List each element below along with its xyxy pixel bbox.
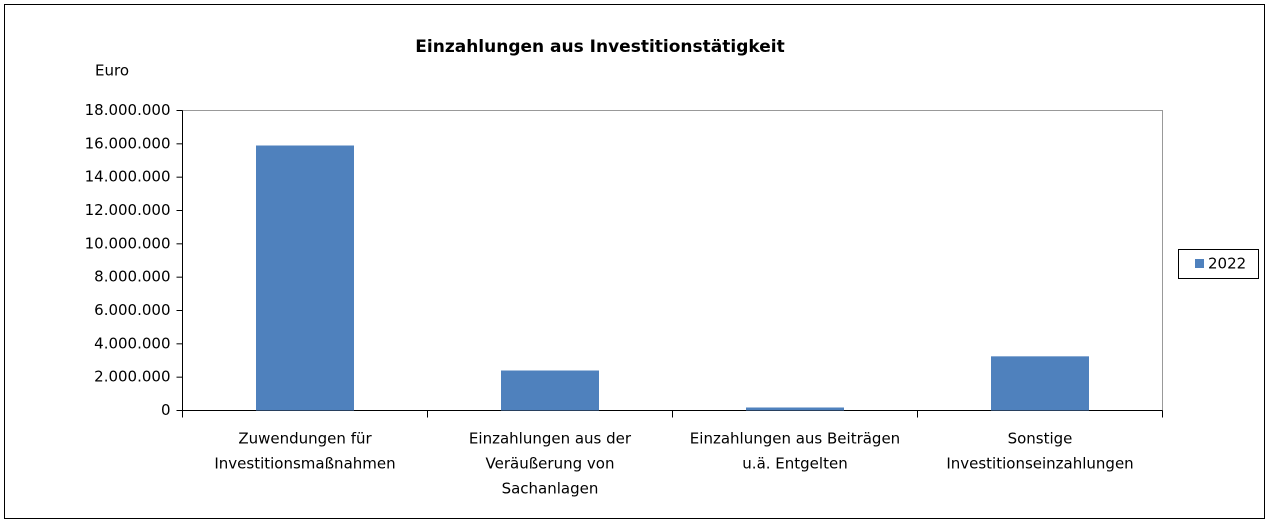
legend-swatch xyxy=(1195,259,1204,268)
y-tick-label: 16.000.000 xyxy=(85,134,171,152)
bar xyxy=(746,407,844,411)
y-tick-label: 0 xyxy=(161,401,171,419)
y-tick-label: 4.000.000 xyxy=(94,334,170,352)
x-tick-label-line: Zuwendungen für xyxy=(238,429,372,447)
x-tick-label: Einzahlungen aus der Veräußerung von Sacha… xyxy=(469,429,632,497)
bar xyxy=(991,356,1089,411)
y-tick-label: 2.000.000 xyxy=(94,368,170,386)
legend-label: 2022 xyxy=(1208,255,1246,273)
x-tick-label: Sonstige Investitionseinzahlungen xyxy=(946,429,1133,472)
x-tick-label-line: Einzahlungen aus der xyxy=(469,429,632,447)
x-tick-label-line: Sonstige xyxy=(1008,429,1073,447)
y-tick-label: 8.000.000 xyxy=(94,268,170,286)
chart-title: Einzahlungen aus Investitionstätigkeit xyxy=(415,37,784,57)
x-tick-label-line: u.ä. Entgelten xyxy=(742,454,847,472)
x-tick-label-line: Veräußerung von xyxy=(486,454,615,472)
y-tick-label: 10.000.000 xyxy=(85,234,171,252)
y-tick-label: 12.000.000 xyxy=(85,201,171,219)
y-axis-label: Euro xyxy=(95,62,129,80)
x-tick-label-line: Sachanlagen xyxy=(502,479,599,497)
y-tick-label: 18.000.000 xyxy=(85,101,171,119)
bar xyxy=(256,145,354,411)
x-tick-label: Einzahlungen aus Beiträgen u.ä. Entgelten xyxy=(690,429,900,472)
y-tick-label: 6.000.000 xyxy=(94,301,170,319)
x-tick-label: Zuwendungen für Investitionsmaßnahmen xyxy=(214,429,395,472)
x-tick-label-line: Investitionseinzahlungen xyxy=(946,454,1133,472)
legend-box xyxy=(1178,249,1259,279)
x-tick-label-line: Einzahlungen aus Beiträgen xyxy=(690,429,900,447)
bar xyxy=(501,370,599,411)
x-tick-label-line: Investitionsmaßnahmen xyxy=(214,454,395,472)
chart-frame xyxy=(4,4,1265,519)
y-tick-label: 14.000.000 xyxy=(85,168,171,186)
